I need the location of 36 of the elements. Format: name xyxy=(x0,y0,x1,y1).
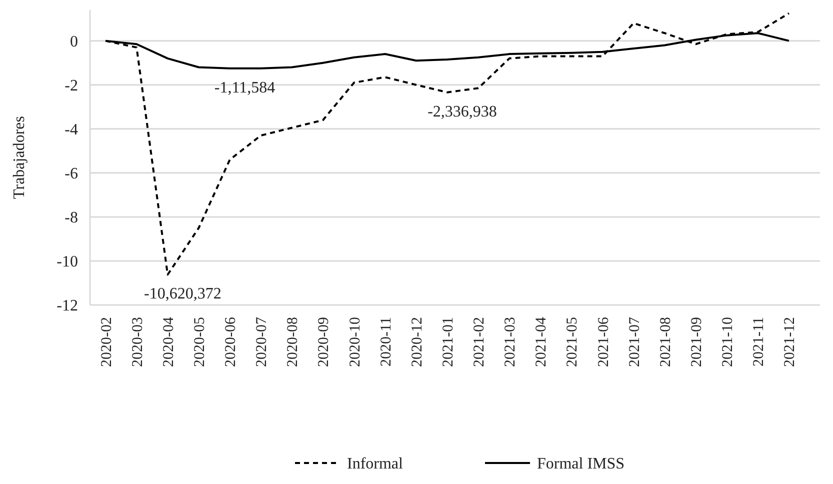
annotation: -1,11,584 xyxy=(214,79,276,96)
y-tick-label: 0 xyxy=(70,33,78,50)
x-tick-label: 2021-05 xyxy=(564,317,581,367)
x-tick-label: 2020-10 xyxy=(347,317,364,367)
y-axis-title: Trabajadores xyxy=(11,116,28,199)
x-tick-label: 2020-03 xyxy=(130,317,146,367)
x-tick-label: 2020-09 xyxy=(316,317,332,367)
x-tick-label: 2020-02 xyxy=(98,317,115,367)
x-tick-label: 2021-10 xyxy=(720,317,736,367)
x-tick-label: 2021-04 xyxy=(534,316,550,367)
y-tick-label: -6 xyxy=(64,166,78,183)
annotation: -10,620,372 xyxy=(144,286,222,303)
x-tick-label: 2021-12 xyxy=(782,317,798,367)
x-tick-label: 2020-11 xyxy=(378,317,394,366)
y-tick-label: -12 xyxy=(56,298,78,315)
x-tick-label: 2020-06 xyxy=(223,316,240,367)
x-tick-label: 2021-03 xyxy=(502,317,519,367)
x-tick-label: 2021-08 xyxy=(658,317,674,367)
x-tick-label: 2021-06 xyxy=(596,316,612,367)
x-tick-label: 2020-05 xyxy=(192,317,208,367)
x-tick-label: 2020-08 xyxy=(285,317,302,367)
x-tick-label: 2020-04 xyxy=(160,316,177,367)
x-tick-label: 2021-11 xyxy=(751,317,768,366)
x-tick-label: 2021-09 xyxy=(688,317,705,367)
y-tick-label: -4 xyxy=(64,121,78,138)
x-tick-label: 2020-07 xyxy=(254,316,270,367)
y-tick-label: -8 xyxy=(64,210,78,227)
y-tick-label: -2 xyxy=(64,77,78,94)
x-tick-label: 2020-12 xyxy=(409,317,426,367)
x-tick-label: 2021-02 xyxy=(472,317,488,367)
x-tick-label: 2021-07 xyxy=(626,316,643,367)
legend-label: Formal IMSS xyxy=(537,456,625,473)
y-tick-label: -10 xyxy=(56,254,78,271)
annotation: -2,336,938 xyxy=(428,103,497,120)
legend-label: Informal xyxy=(347,456,404,473)
x-tick-label: 2021-01 xyxy=(440,317,456,367)
